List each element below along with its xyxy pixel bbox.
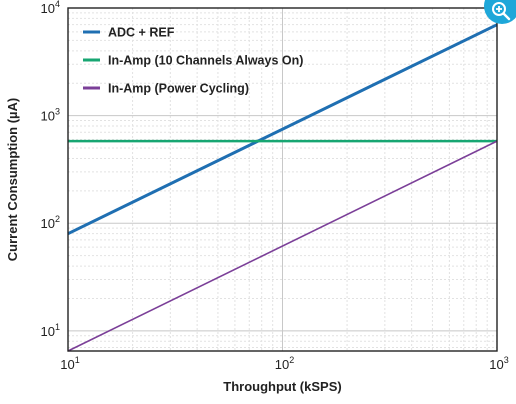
legend: ADC + REF In-Amp (10 Channels Always On) I… [83, 26, 303, 96]
x-axis-ticks: 101 102 103 [60, 355, 508, 372]
y-tick-label: 104 [41, 0, 60, 16]
y-tick-label: 101 [41, 322, 60, 339]
plot-frame [67, 7, 498, 352]
x-tick-label: 103 [489, 355, 508, 372]
legend-label-3: In-Amp (Power Cycling) [108, 82, 249, 96]
series-line-1 [67, 23, 498, 236]
legend-label-1: ADC + REF [108, 26, 175, 40]
series-line-3 [67, 140, 498, 352]
zoom-in-button[interactable] [484, 0, 516, 24]
y-tick-label: 102 [41, 214, 60, 231]
series-layer [67, 23, 498, 352]
x-tick-label: 101 [60, 355, 79, 372]
zoom-in-icon [492, 2, 511, 21]
minor-grid [68, 8, 497, 351]
y-axis-title: Current Consumption (µA) [5, 98, 20, 261]
legend-label-2: In-Amp (10 Channels Always On) [108, 54, 303, 68]
y-tick-label: 103 [41, 107, 60, 124]
x-axis-title: Throughput (kSPS) [223, 379, 341, 394]
y-axis-ticks: 101 102 103 104 [41, 0, 60, 339]
x-tick-label: 102 [275, 355, 294, 372]
